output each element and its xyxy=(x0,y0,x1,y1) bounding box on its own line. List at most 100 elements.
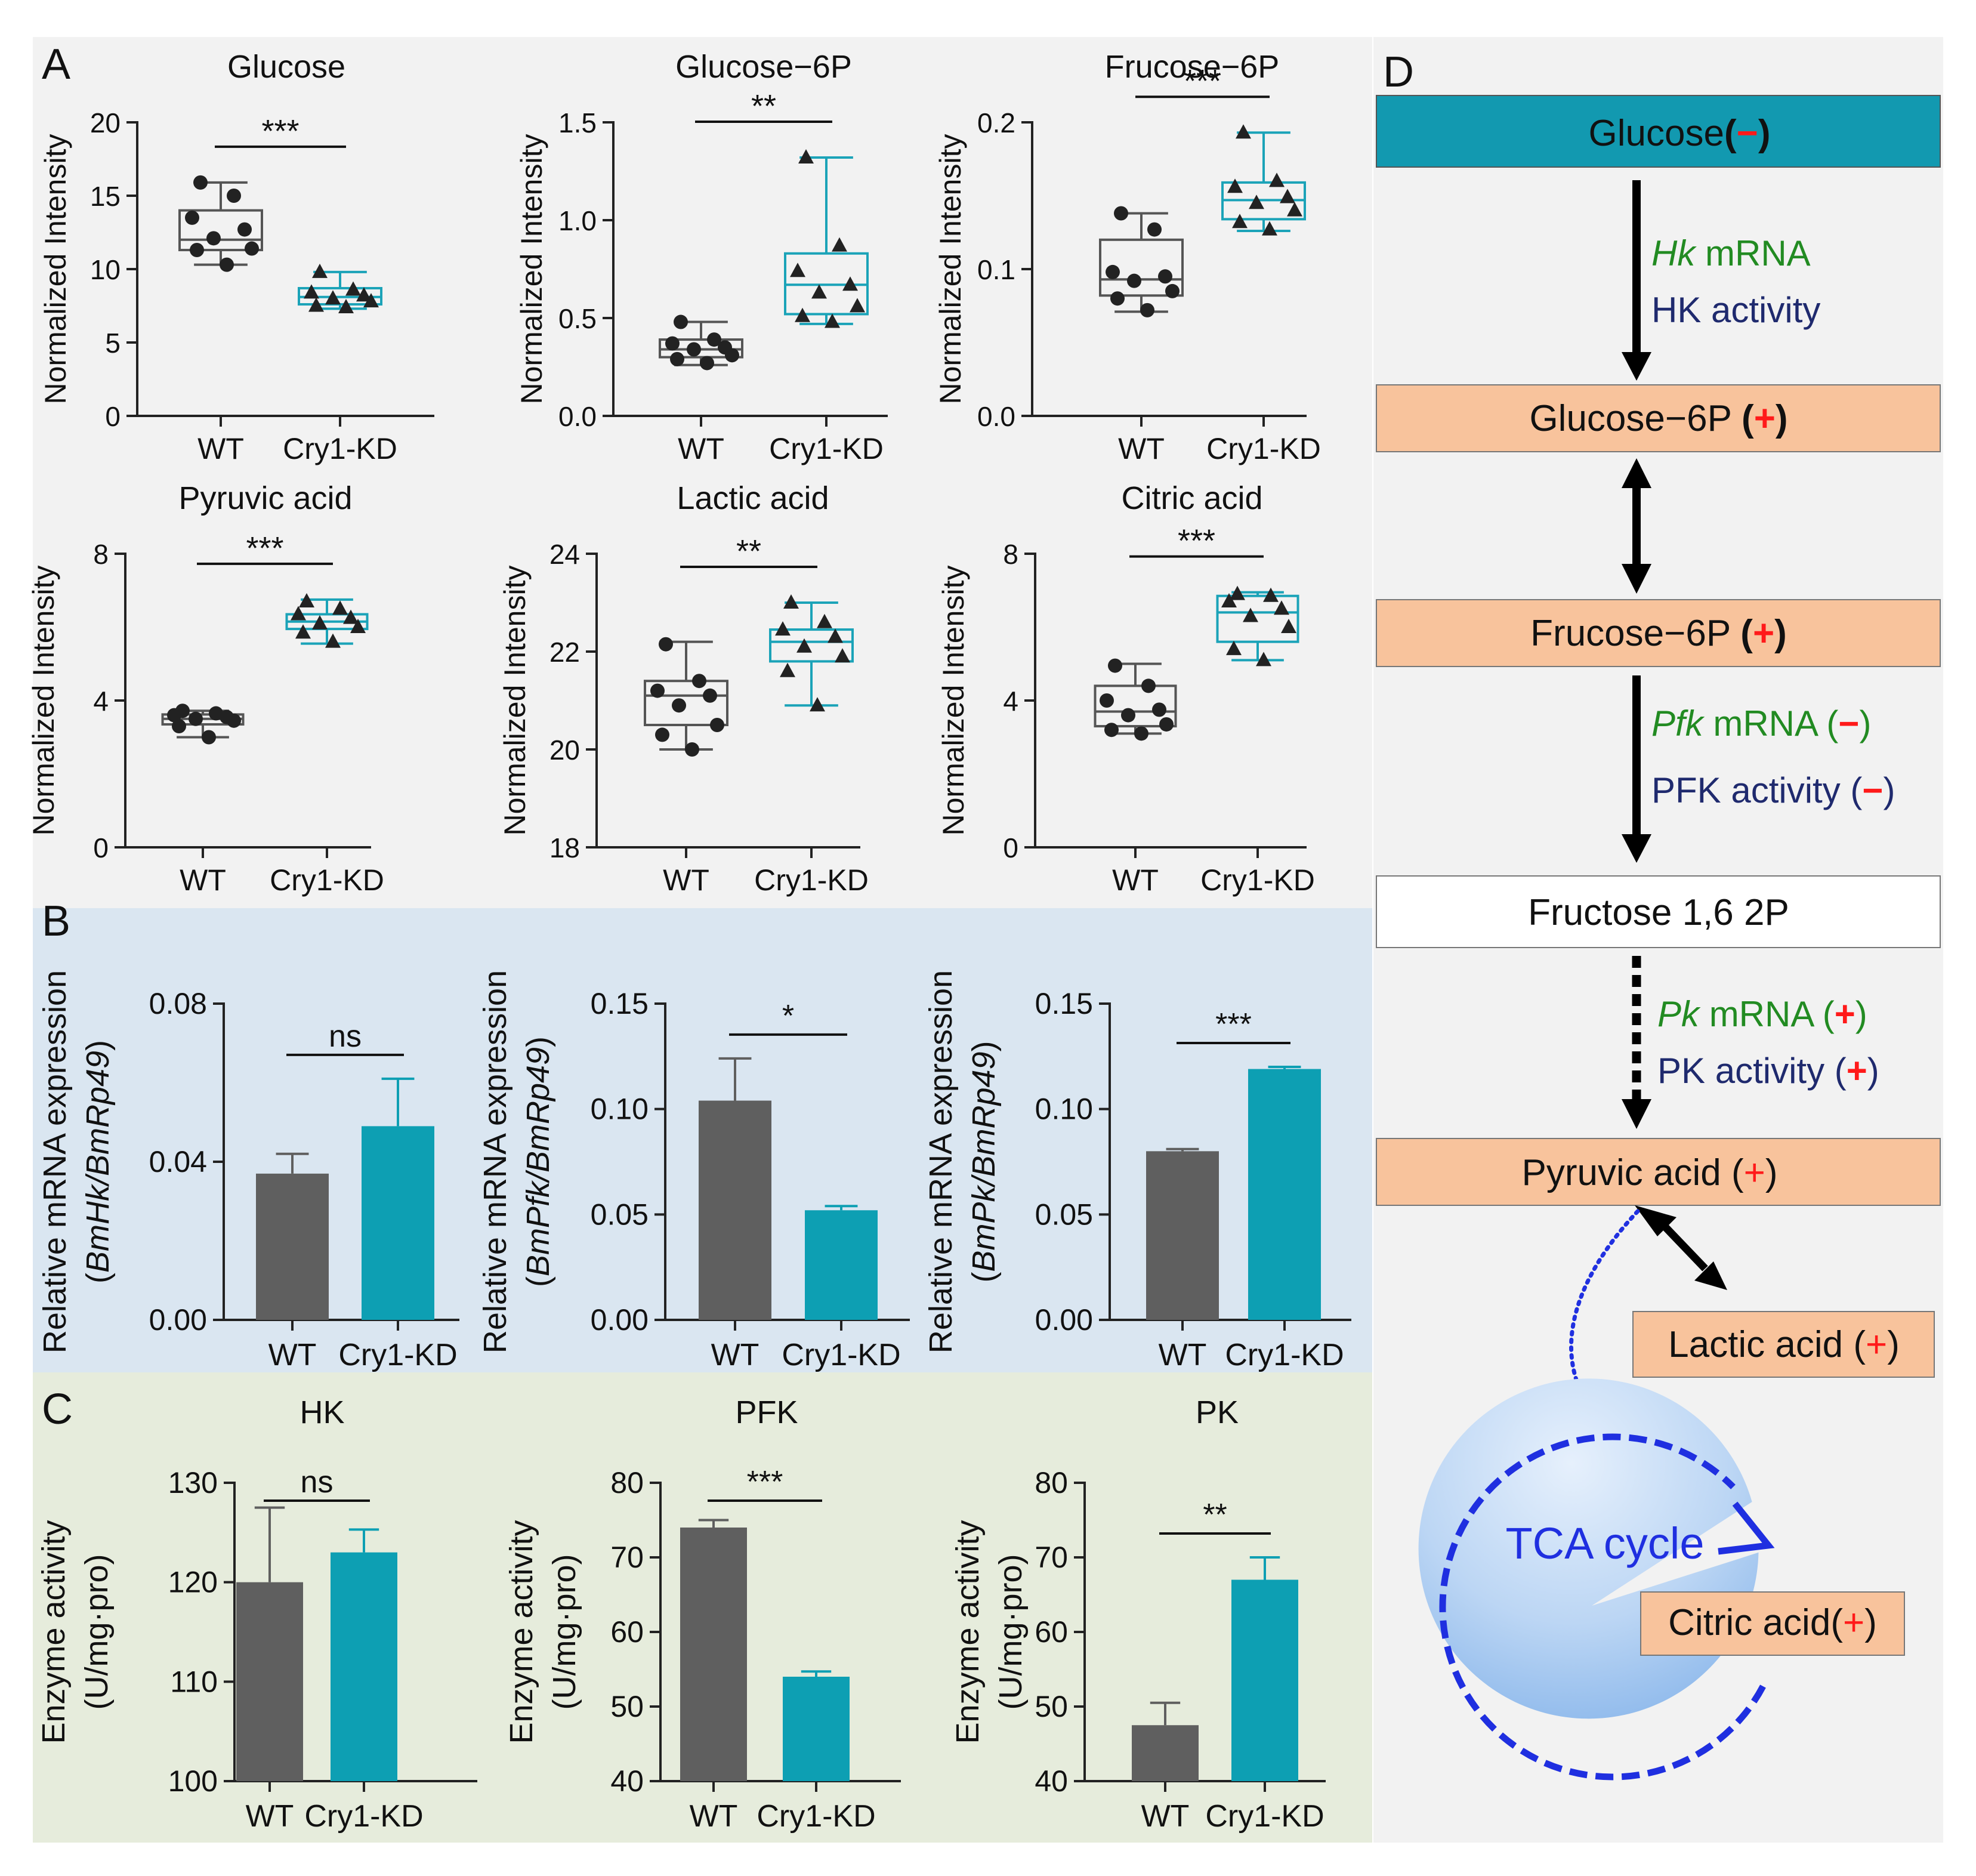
y-tick-label: 0.10 xyxy=(591,1093,649,1126)
data-point xyxy=(1127,273,1141,288)
significance-label: * xyxy=(782,999,794,1033)
y-axis-title: Normalized Intensity xyxy=(515,134,548,405)
y-tick-label: 8 xyxy=(93,539,109,570)
y-axis-subtitle-text: (U/mg·pro) xyxy=(993,1554,1029,1710)
y-axis-subtitle-open: ( xyxy=(80,1273,116,1283)
hk-mrna-text: mRNA xyxy=(1695,233,1810,273)
pk-activity-sign: + xyxy=(1847,1051,1867,1091)
hk-activity-label: HK activity xyxy=(1651,290,1820,330)
x-tick-label: WT xyxy=(1112,863,1159,897)
chart-title: PK xyxy=(1196,1394,1239,1430)
data-point xyxy=(325,290,341,305)
y-tick-label: 4 xyxy=(1003,686,1018,717)
x-tick-label: Cry1-KD xyxy=(754,863,869,897)
y-axis-subtitle: (U/mg·pro) xyxy=(547,1554,582,1710)
data-point xyxy=(343,609,359,624)
y-tick-label: 0.5 xyxy=(558,303,597,334)
y-axis-title: Relative mRNA expression xyxy=(477,970,513,1353)
chart-title: PFK xyxy=(735,1394,798,1430)
pyruvic-sign: + xyxy=(1744,1152,1765,1193)
bmhk-expression-bar-chart: Relative mRNA expression (BmHk/BmRp49)0.0… xyxy=(37,970,459,1372)
pk-act-paren-open: ( xyxy=(1835,1051,1847,1091)
x-tick-label: WT xyxy=(663,863,709,897)
bar xyxy=(256,1173,329,1320)
y-tick-label: 50 xyxy=(1035,1690,1068,1723)
y-tick-label: 20 xyxy=(90,107,121,138)
glucose-label: Glucose(−) xyxy=(1589,113,1771,154)
pyruvic-paren-close: ) xyxy=(1765,1152,1778,1193)
y-axis-subtitle: (U/mg·pro) xyxy=(79,1554,115,1710)
hk-gene: Hk xyxy=(1651,233,1697,273)
pfk-mrna-label: Pfk mRNA (−) xyxy=(1651,704,1871,743)
y-tick-label: 0 xyxy=(1003,832,1018,863)
data-point xyxy=(795,307,810,322)
y-axis-title: Relative mRNA expression xyxy=(923,970,959,1353)
chart-title: Glucose xyxy=(227,49,345,85)
x-tick-label: Cry1-KD xyxy=(338,1338,457,1372)
lactic-paren-close: ) xyxy=(1887,1324,1900,1365)
data-point xyxy=(1230,585,1245,600)
data-point xyxy=(1281,619,1296,633)
y-axis-subtitle-close: ) xyxy=(80,1040,116,1051)
significance-label: *** xyxy=(1215,1007,1252,1042)
data-point xyxy=(1221,593,1237,607)
y-tick-label: 0.1 xyxy=(977,254,1015,285)
fructose-6p-box-chart: Frucose−6P Normalized Intensity 0.0 0.1 0.2 W… xyxy=(934,49,1321,465)
data-point xyxy=(1236,124,1251,139)
y-tick-label: 0.2 xyxy=(977,107,1015,138)
data-point xyxy=(356,287,372,302)
chart-title: Lactic acid xyxy=(677,480,829,516)
panel-a-background xyxy=(33,37,1372,908)
data-point xyxy=(167,708,181,723)
pyruvic-acid-box-chart: Pyruvic acid Normalized Intensity 0 4 8 WT Cry… xyxy=(27,480,384,897)
glucose-6p-name: Glucose−6P xyxy=(1529,398,1742,439)
chart-title: Glucose−6P xyxy=(675,49,852,85)
data-point xyxy=(189,711,203,726)
bmpfk-expression-bar-chart: Relative mRNA expression (BmPfk/BmRp49)0.… xyxy=(477,970,910,1372)
data-point xyxy=(1140,303,1154,317)
pfk-activity-text: PFK activity xyxy=(1651,770,1850,810)
data-point xyxy=(817,613,832,628)
data-point xyxy=(299,593,314,607)
data-point xyxy=(190,243,204,258)
data-point xyxy=(665,336,680,351)
x-tick-label: Cry1-KD xyxy=(1200,863,1315,897)
data-point xyxy=(245,241,259,256)
data-point xyxy=(1121,708,1135,723)
data-point xyxy=(363,293,379,308)
y-axis-title: Normalized Intensity xyxy=(27,566,60,836)
y-tick-label: 22 xyxy=(549,637,580,668)
bar xyxy=(1146,1151,1219,1320)
fructose-6p-name: Frucose−6P xyxy=(1530,613,1740,654)
x-tick-label: WT xyxy=(678,432,724,465)
lactic-acid-label: Lactic acid (+) xyxy=(1668,1324,1900,1365)
pk-mrna-text: mRNA xyxy=(1699,994,1823,1034)
significance-label: *** xyxy=(1178,523,1215,559)
lactic-acid-box-chart: Lactic acid Normalized Intensity 18 20 22 24 W… xyxy=(498,480,869,897)
bar xyxy=(236,1582,303,1781)
y-tick-label: 0.10 xyxy=(1035,1093,1093,1126)
data-point xyxy=(692,674,706,689)
data-point xyxy=(707,332,721,347)
y-tick-label: 120 xyxy=(168,1566,218,1599)
chart-title: HK xyxy=(300,1394,344,1430)
bar xyxy=(1248,1069,1321,1320)
y-tick-label: 40 xyxy=(610,1764,644,1798)
y-axis-subtitle-text: (U/mg·pro) xyxy=(547,1554,582,1710)
significance-label: *** xyxy=(747,1465,783,1499)
data-point xyxy=(1108,658,1122,673)
pyruvic-acid-label: Pyruvic acid (+) xyxy=(1522,1152,1778,1193)
pyruvic-name: Pyruvic acid xyxy=(1522,1152,1731,1193)
pk-mrna-sign: + xyxy=(1835,994,1855,1034)
significance-label: *** xyxy=(1184,63,1221,99)
data-point xyxy=(291,606,306,621)
hk-mrna-label: Hk mRNA xyxy=(1651,233,1811,273)
chart-title: Frucose−6P xyxy=(1105,49,1280,85)
y-tick-label: 60 xyxy=(610,1615,644,1649)
y-tick-label: 0.00 xyxy=(591,1303,649,1337)
data-point xyxy=(790,263,805,277)
data-point xyxy=(850,298,865,313)
data-point xyxy=(1274,600,1289,615)
x-tick-label: WT xyxy=(246,1799,294,1834)
y-tick-label: 50 xyxy=(610,1690,644,1723)
